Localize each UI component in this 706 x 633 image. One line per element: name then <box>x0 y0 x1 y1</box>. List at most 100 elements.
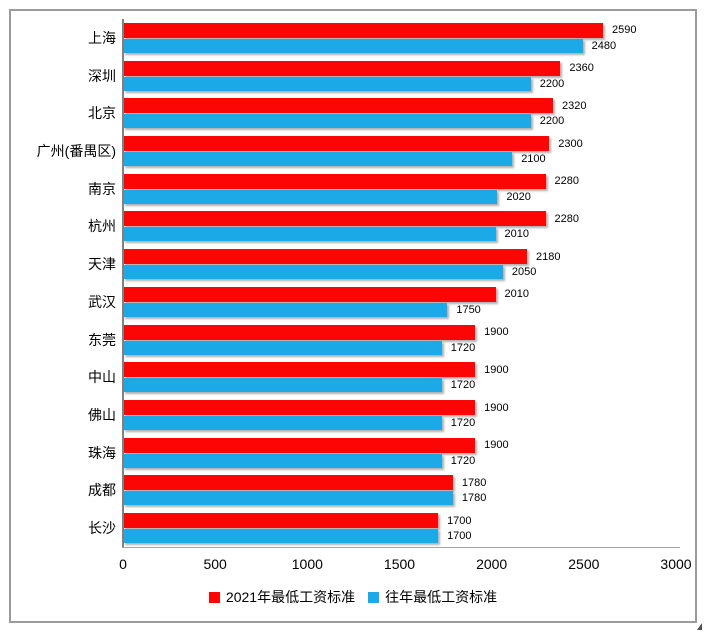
value-label: 1900 <box>484 401 509 414</box>
bar-line: 1720 <box>123 453 679 468</box>
row-bars: 1700 1700 <box>123 509 679 547</box>
category-label: 长沙 <box>88 520 116 537</box>
bar-previous <box>123 416 442 431</box>
bar-line: 1720 <box>123 378 679 393</box>
value-label: 2360 <box>569 62 594 75</box>
chart-row: 中山 1900 1720 <box>11 358 695 396</box>
chart-row: 深圳 2360 2200 <box>11 57 695 95</box>
bar-line: 1700 <box>123 529 679 544</box>
value-label: 1900 <box>484 326 509 339</box>
bar-2021 <box>123 437 476 453</box>
bar-line: 2010 <box>123 286 679 302</box>
row-bars: 2180 2050 <box>123 245 679 283</box>
x-tick-label: 2000 <box>476 556 508 572</box>
value-axis-line <box>122 547 680 548</box>
category-label: 佛山 <box>88 407 116 424</box>
bar-line: 2100 <box>123 152 679 167</box>
bar-line: 1720 <box>123 416 679 431</box>
bar-previous <box>123 453 442 468</box>
bar-line: 2010 <box>123 227 679 242</box>
chart-row: 武汉 2010 1750 <box>11 283 695 321</box>
value-label: 1720 <box>450 417 476 430</box>
value-label: 1720 <box>450 454 476 467</box>
x-tick-label: 1500 <box>383 556 416 572</box>
bar-2021 <box>123 211 546 227</box>
category-label: 杭州 <box>88 218 116 235</box>
bar-previous <box>123 114 531 129</box>
category-label: 中山 <box>88 369 116 386</box>
bar-2021 <box>123 173 546 189</box>
bar-2021 <box>123 249 528 265</box>
bar-line: 2280 <box>123 173 679 189</box>
value-label: 2280 <box>554 212 580 225</box>
bar-line: 1900 <box>123 437 679 453</box>
bar-line: 2360 <box>123 60 679 76</box>
row-bars: 1900 1720 <box>123 434 679 472</box>
value-label: 1900 <box>484 439 509 452</box>
row-bars: 2590 2480 <box>123 19 679 57</box>
bar-2021 <box>123 286 496 302</box>
bar-previous <box>123 529 439 544</box>
category-label: 天津 <box>88 256 116 273</box>
bar-line: 2480 <box>123 38 679 53</box>
bar-line: 1700 <box>123 513 679 529</box>
bar-previous <box>123 491 453 506</box>
chart-row: 佛山 1900 1720 <box>11 396 695 434</box>
row-bars: 2360 2200 <box>123 57 679 95</box>
value-label: 2320 <box>561 99 587 112</box>
bar-line: 2020 <box>123 189 679 204</box>
x-tick-label: 0 <box>119 556 127 572</box>
bar-previous <box>123 340 442 355</box>
bar-line: 1900 <box>123 362 679 378</box>
category-axis-line <box>122 19 124 548</box>
chart-row: 广州(番禺区) 2300 2100 <box>11 132 695 170</box>
bar-line: 2300 <box>123 136 679 152</box>
bar-previous <box>123 189 498 204</box>
row-bars: 2280 2010 <box>123 208 679 246</box>
bar-2021 <box>123 324 476 340</box>
x-tick-label: 2500 <box>568 556 600 572</box>
row-bars: 2010 1750 <box>123 283 679 321</box>
legend-label-previous: 往年最低工资标准 <box>385 589 498 605</box>
chart-row: 杭州 2280 2010 <box>11 208 695 246</box>
row-bars: 2280 2020 <box>123 170 679 208</box>
row-bars: 1900 1720 <box>123 321 679 359</box>
value-label: 1720 <box>450 379 476 392</box>
bar-line: 1750 <box>123 302 679 317</box>
x-tick-label: 1000 <box>291 556 323 572</box>
bar-line: 2320 <box>123 98 679 114</box>
bar-2021 <box>123 513 439 529</box>
value-label: 2200 <box>539 115 565 128</box>
value-label: 2010 <box>504 228 529 241</box>
category-label: 上海 <box>88 29 116 46</box>
bar-line: 1780 <box>123 491 679 506</box>
value-label: 2590 <box>612 24 637 37</box>
chart-row: 北京 2320 2200 <box>11 94 695 132</box>
bar-previous <box>123 227 496 242</box>
chart-row: 成都 1780 1780 <box>11 472 695 510</box>
legend-item-previous: 往年最低工资标准 <box>368 587 497 607</box>
value-label: 2300 <box>558 137 583 150</box>
value-label: 1780 <box>461 476 487 489</box>
legend-swatch-previous <box>368 591 380 603</box>
value-label: 1900 <box>484 363 509 376</box>
value-label: 2280 <box>554 175 580 188</box>
chart-rows: 上海 2590 2480 深圳 2360 2200 北京 2320 2200 广州(番禺区) 230… <box>11 19 695 547</box>
bar-previous <box>123 38 583 53</box>
bar-2021 <box>123 98 553 114</box>
bar-previous <box>123 265 503 280</box>
category-label: 东莞 <box>88 331 116 348</box>
value-label: 2100 <box>521 153 546 166</box>
chart-row: 珠海 1900 1720 <box>11 434 695 472</box>
category-label: 北京 <box>88 105 116 122</box>
row-bars: 1780 1780 <box>123 472 679 510</box>
bar-2021 <box>123 60 561 76</box>
value-label: 2180 <box>536 250 561 263</box>
bar-previous <box>123 378 442 393</box>
value-label: 1700 <box>447 530 472 543</box>
value-label: 2050 <box>511 266 537 279</box>
value-axis-tick-labels: 0 500 1000 1500 2000 2500 3000 <box>119 556 691 576</box>
legend: 2021年最低工资标准 往年最低工资标准 <box>11 587 695 607</box>
value-label: 2020 <box>506 190 531 203</box>
category-label: 深圳 <box>88 67 116 84</box>
